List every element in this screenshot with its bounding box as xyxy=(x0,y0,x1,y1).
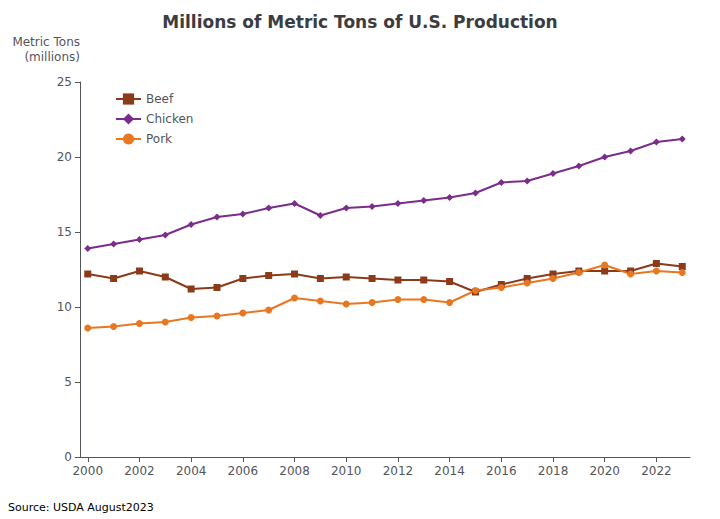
svg-text:0: 0 xyxy=(64,450,72,464)
svg-text:Chicken: Chicken xyxy=(146,112,193,126)
svg-text:15: 15 xyxy=(57,225,72,239)
svg-text:(millions): (millions) xyxy=(24,50,80,64)
svg-text:2020: 2020 xyxy=(589,464,620,478)
svg-text:2016: 2016 xyxy=(486,464,517,478)
svg-text:2022: 2022 xyxy=(641,464,672,478)
svg-text:10: 10 xyxy=(57,300,72,314)
svg-text:20: 20 xyxy=(57,150,72,164)
svg-text:Source: USDA August2023: Source: USDA August2023 xyxy=(8,501,154,514)
svg-text:25: 25 xyxy=(57,75,72,89)
svg-text:2012: 2012 xyxy=(383,464,414,478)
svg-text:Millions of Metric Tons of U.S: Millions of Metric Tons of U.S. Producti… xyxy=(162,12,557,32)
svg-text:2010: 2010 xyxy=(331,464,362,478)
svg-text:5: 5 xyxy=(64,375,72,389)
svg-text:Metric Tons: Metric Tons xyxy=(12,35,80,49)
svg-text:Pork: Pork xyxy=(146,132,172,146)
svg-text:2004: 2004 xyxy=(176,464,207,478)
svg-text:2000: 2000 xyxy=(72,464,103,478)
svg-text:2014: 2014 xyxy=(434,464,465,478)
svg-text:Beef: Beef xyxy=(146,92,174,106)
svg-text:2002: 2002 xyxy=(124,464,155,478)
svg-text:2008: 2008 xyxy=(279,464,310,478)
svg-text:2006: 2006 xyxy=(228,464,259,478)
svg-text:2018: 2018 xyxy=(538,464,569,478)
